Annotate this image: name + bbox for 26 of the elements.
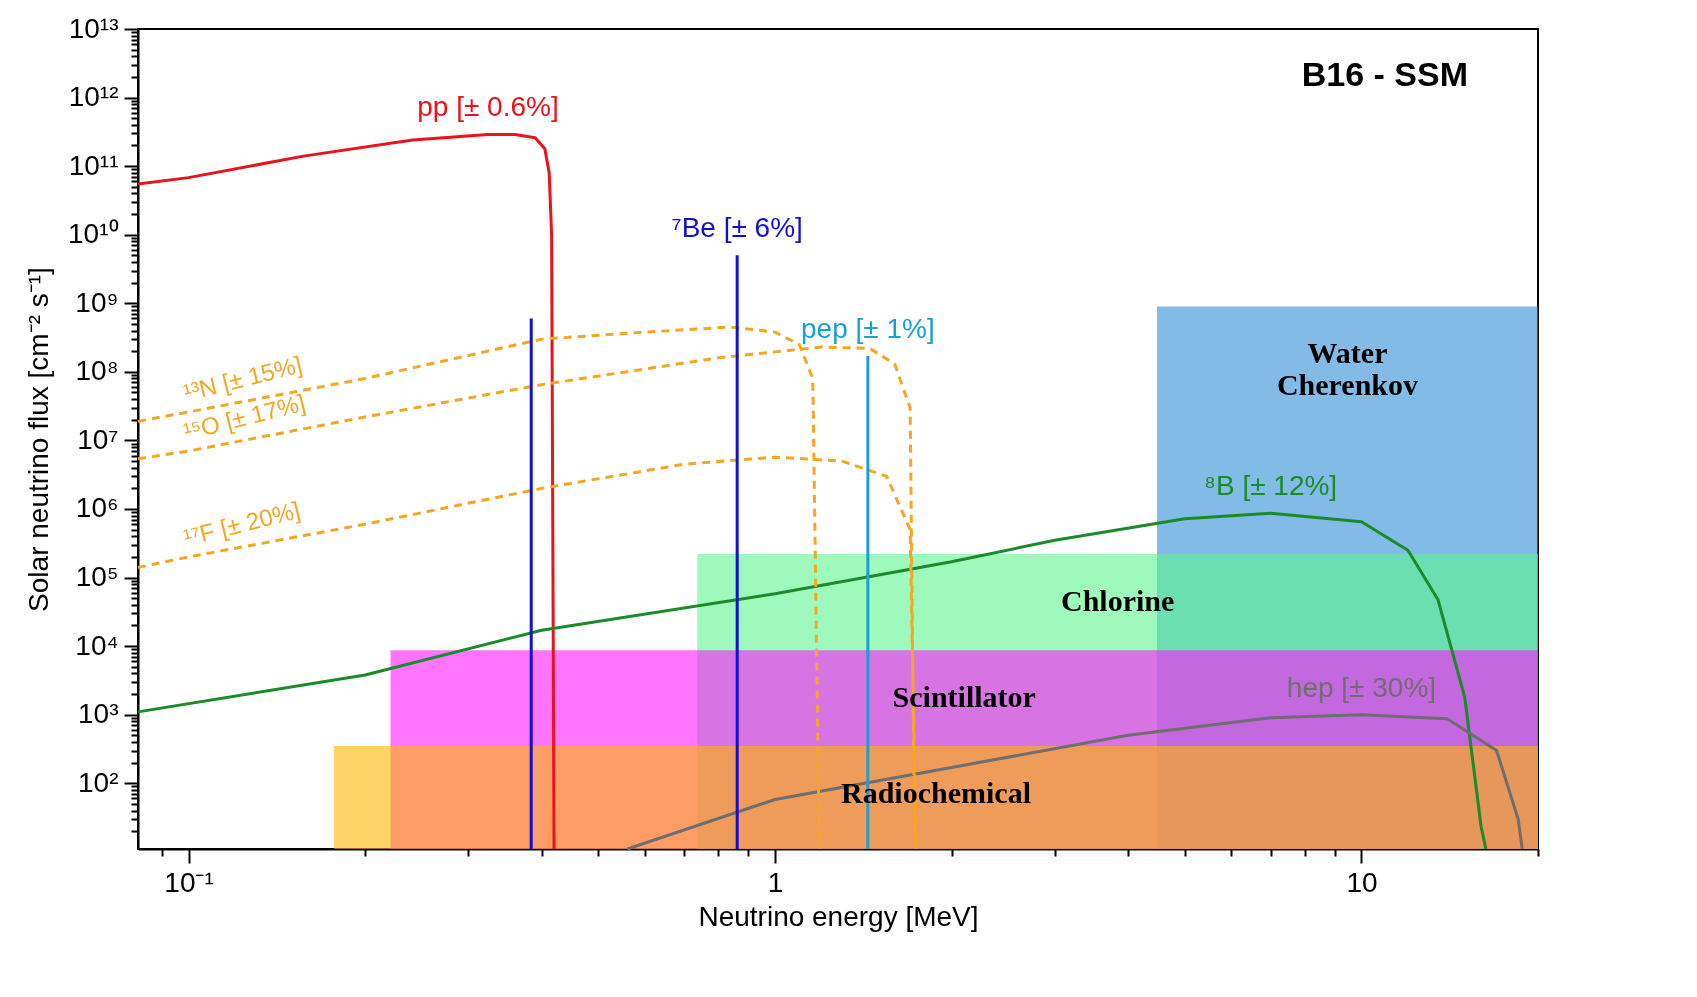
x-axis-title: Neutrino energy [MeV]	[698, 900, 979, 932]
y-tick-label: 10⁵	[75, 561, 119, 593]
y-tick-label: 10²	[78, 766, 119, 798]
series-label: pp [± 0.6%]	[417, 91, 559, 123]
x-tick-label: 1	[767, 866, 784, 898]
y-tick-label: 10⁴	[75, 629, 119, 661]
series-label: hep [± 30%]	[1286, 671, 1437, 703]
series-label: ⁸B [± 12%]	[1204, 470, 1338, 502]
x-tick-label: 10⁻¹	[164, 866, 214, 898]
series-label: ⁷Be [± 6%]	[671, 212, 803, 244]
series-label: Water Cherenkov	[1276, 336, 1419, 402]
series-label: Chlorine	[1060, 584, 1175, 618]
x-tick-label: 10	[1346, 866, 1378, 898]
y-tick-label: 10¹⁰	[68, 218, 119, 250]
y-axis-title: Solar neutrino flux [cm⁻² s⁻¹]	[23, 267, 55, 612]
y-tick-label: 10⁷	[77, 423, 119, 455]
y-tick-label: 10¹¹	[68, 149, 119, 181]
y-tick-label: 10⁶	[75, 492, 119, 524]
y-tick-label: 10¹²	[68, 81, 119, 113]
y-tick-label: 10¹³	[68, 12, 119, 44]
annotation: B16 - SSM	[1301, 55, 1468, 93]
y-tick-label: 10³	[78, 698, 119, 730]
series-label: pep [± 1%]	[801, 313, 935, 345]
y-tick-label: 10⁹	[75, 286, 119, 318]
text: ¹⁷F [± 20%]	[180, 496, 303, 552]
y-tick-label: 10⁸	[75, 355, 119, 387]
